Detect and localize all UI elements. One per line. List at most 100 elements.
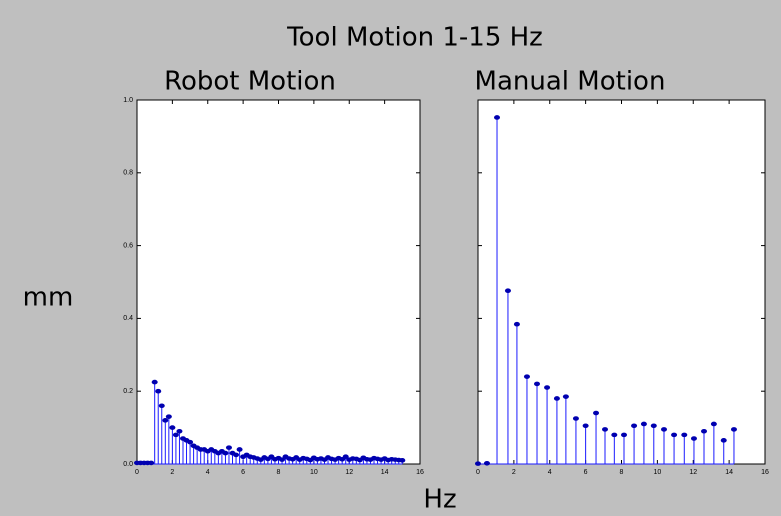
x-tick-label: 6 (241, 469, 245, 476)
stem-marker (553, 396, 560, 401)
stem (544, 385, 551, 464)
stem (187, 439, 194, 464)
stem-marker (523, 374, 530, 379)
stem (176, 428, 183, 464)
stem (690, 436, 697, 464)
subplot-title: Robot Motion (164, 67, 336, 97)
stem (172, 432, 179, 464)
stem-marker (222, 450, 229, 456)
stem-marker (582, 423, 589, 429)
stem (593, 410, 600, 464)
stem (225, 445, 232, 464)
stem (621, 432, 628, 464)
plot-area (477, 99, 766, 465)
stem (534, 381, 541, 464)
stem-marker (593, 410, 600, 416)
stem (236, 447, 243, 464)
stem (523, 374, 530, 464)
stem-marker (225, 445, 232, 450)
stem-marker (572, 416, 579, 421)
stem-marker (650, 423, 657, 429)
stem-marker (671, 432, 678, 438)
stem (671, 432, 678, 464)
stem-marker (640, 421, 647, 427)
y-tick-label: 0.0 (123, 461, 133, 468)
x-tick-label: 12 (689, 469, 697, 476)
stem-marker (165, 414, 172, 419)
stem-marker (187, 439, 194, 445)
stem (342, 454, 349, 464)
stem-marker (494, 115, 501, 120)
stem (710, 421, 717, 464)
stem-marker (513, 321, 520, 327)
stem-marker (483, 460, 490, 466)
stem (162, 418, 169, 464)
stem-marker (342, 454, 349, 460)
y-tick-label: 0.2 (123, 388, 133, 395)
stem-marker (701, 428, 708, 434)
stem (475, 461, 481, 466)
stem (650, 423, 657, 464)
stem (720, 438, 727, 464)
stem (553, 396, 560, 464)
x-tick-label: 0 (135, 469, 139, 476)
stem (155, 388, 162, 464)
stem (730, 427, 737, 464)
stem (151, 379, 158, 464)
stem-marker (544, 385, 551, 390)
x-tick-label: 16 (761, 469, 769, 476)
stem (640, 421, 647, 464)
stem (165, 414, 172, 464)
stem (582, 423, 589, 464)
stem-marker (621, 432, 628, 438)
x-tick-label: 0 (476, 469, 480, 476)
page-title: Tool Motion 1-15 Hz (286, 23, 543, 53)
x-tick-label: 2 (512, 469, 516, 476)
stem-marker (279, 457, 286, 462)
stem-marker (233, 452, 240, 458)
stem (631, 423, 638, 464)
stem-marker (710, 421, 717, 427)
x-tick-label: 14 (381, 469, 389, 476)
y-tick-label: 0.8 (123, 170, 133, 177)
x-tick-label: 6 (584, 469, 588, 476)
stem-marker (151, 379, 158, 385)
y-axis-label: mm (23, 283, 74, 313)
x-tick-label: 4 (206, 469, 210, 476)
stem-marker (631, 423, 638, 429)
stem-marker (162, 418, 169, 423)
x-tick-label: 2 (170, 469, 174, 476)
stem-marker (730, 427, 737, 432)
stem (572, 416, 579, 464)
stem (399, 458, 406, 464)
stem (233, 452, 240, 464)
stem (169, 425, 176, 464)
stem (504, 288, 511, 464)
subplot-title: Manual Motion (475, 67, 666, 97)
stem (494, 115, 501, 464)
stem-marker (176, 428, 183, 434)
stem-marker (148, 460, 155, 466)
stem (148, 460, 155, 466)
stem (661, 427, 668, 464)
stem-marker (661, 427, 668, 432)
y-tick-label: 1.0 (123, 97, 133, 104)
stem-marker (534, 381, 541, 387)
stem (601, 427, 608, 464)
stem (483, 460, 490, 466)
x-tick-label: 14 (725, 469, 733, 476)
stem-marker (690, 436, 697, 441)
x-tick-label: 16 (416, 469, 424, 476)
x-axis-label: Hz (423, 485, 456, 515)
y-tick-label: 0.6 (123, 242, 133, 249)
stem (222, 450, 229, 464)
stem (701, 428, 708, 464)
stem-marker (169, 425, 176, 430)
stem-marker (172, 432, 179, 438)
stem-marker (236, 447, 243, 452)
stem (562, 394, 569, 464)
stem-marker (601, 427, 608, 432)
x-tick-label: 12 (345, 469, 353, 476)
x-tick-label: 10 (653, 469, 661, 476)
stem-marker (504, 288, 511, 294)
